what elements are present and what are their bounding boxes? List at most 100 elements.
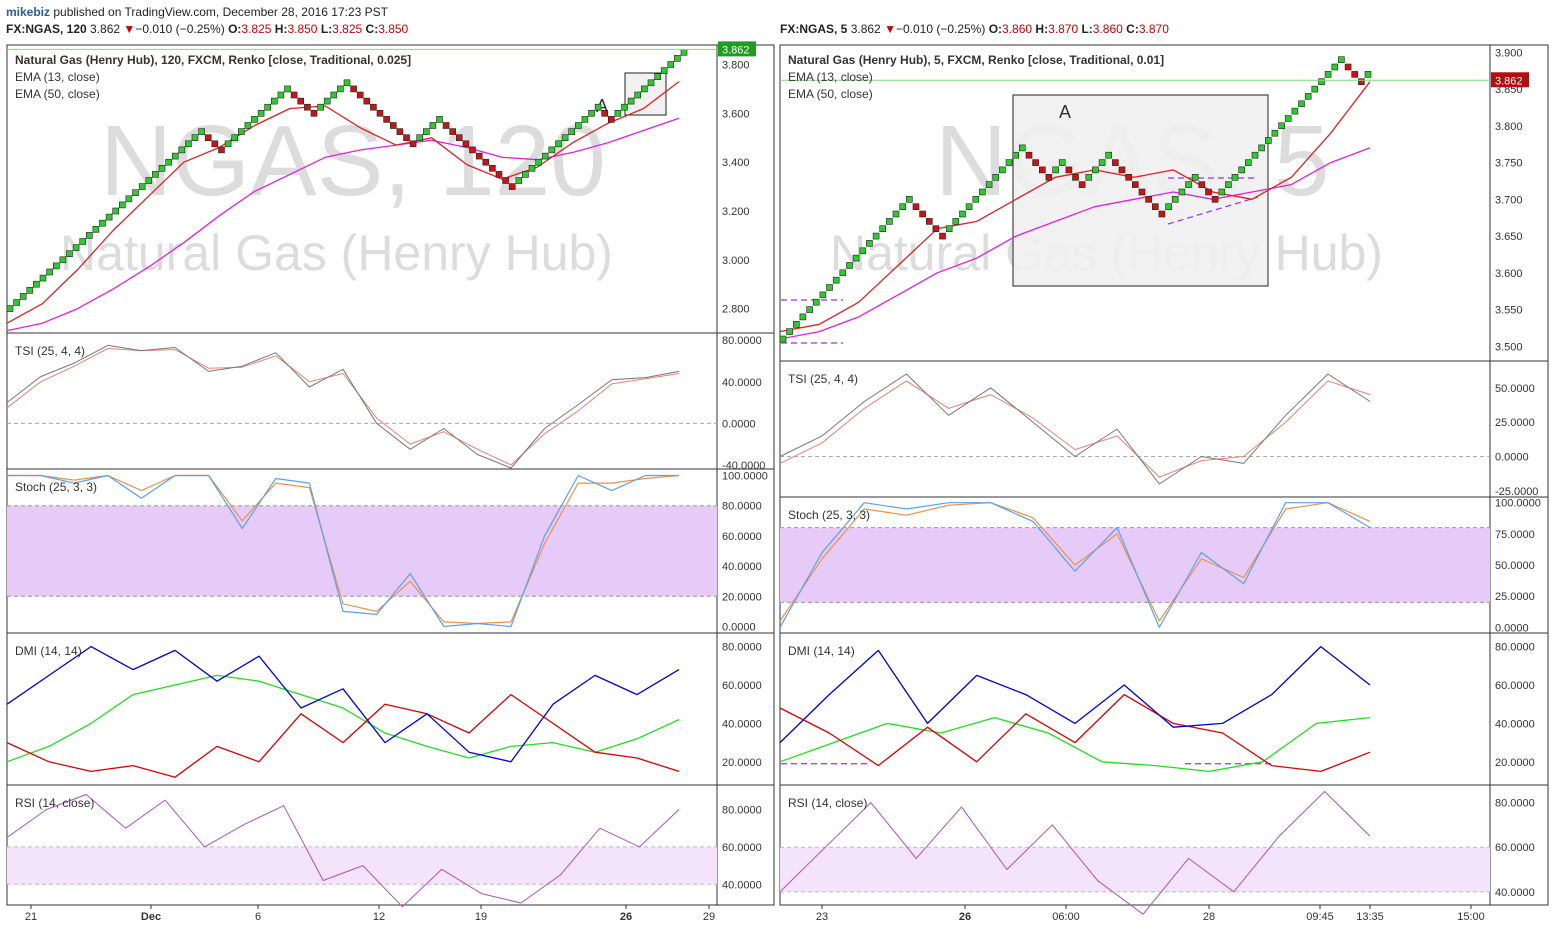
right-renko-brick <box>1258 144 1265 152</box>
right-renko-brick <box>1331 63 1339 71</box>
right-time-tick: 09:45 <box>1306 911 1334 923</box>
left-price-tick: 2.800 <box>722 304 750 316</box>
right-open: 3.860 <box>1002 22 1033 36</box>
right-renko-brick <box>972 196 980 203</box>
right-renko-brick <box>1125 174 1132 181</box>
left-stoch-tick: 0.0000 <box>722 621 756 633</box>
right-tsi-tick: -25.0000 <box>1495 486 1538 498</box>
right-renko-brick <box>1052 166 1059 174</box>
right-renko-brick <box>1304 93 1312 100</box>
left-ema13-label: EMA (13, close) <box>15 70 100 84</box>
left-renko-brick <box>416 134 424 141</box>
right-symbol[interactable]: FX:NGAS, 5 <box>780 22 848 36</box>
right-renko-brick <box>1032 159 1039 166</box>
left-stoch-label: Stoch (25, 3, 3) <box>15 480 97 494</box>
right-renko-brick <box>1205 188 1212 196</box>
left-renko-brick <box>86 232 93 239</box>
right-time-tick: 26 <box>959 911 971 923</box>
left-renko-brick <box>541 152 549 160</box>
left-renko-brick <box>297 97 305 105</box>
left-renko-brick <box>429 122 437 129</box>
left-renko-brick <box>337 85 344 93</box>
left-time-tick: 6 <box>255 911 261 923</box>
left-renko-brick <box>132 189 139 196</box>
left-renko-brick <box>356 91 364 99</box>
left-price-tick: 3.400 <box>722 157 750 169</box>
left-tsi-pane: 80.0000 40.0000 0.0000 -40.0000 TSI (25, 4, … <box>6 335 765 472</box>
right-tsi-pane: 50.0000 25.0000 0.0000 -25.0000 TSI (25, 4, … <box>779 372 1538 498</box>
left-h-label: H: <box>274 22 288 36</box>
right-renko-brick <box>1065 166 1073 174</box>
left-renko-brick <box>26 286 34 294</box>
left-renko-brick <box>489 165 496 172</box>
left-renko-brick <box>270 97 278 105</box>
right-close: 3.870 <box>1138 22 1169 36</box>
left-renko-brick <box>607 116 615 123</box>
right-rsi-pane: 80.0000 60.0000 40.0000 RSI (14, close) <box>779 791 1535 915</box>
right-renko-brick <box>905 196 913 203</box>
right-stoch-tick: 50.0000 <box>1495 560 1535 572</box>
left-tsi-signal-line <box>6 348 680 466</box>
left-stoch-tick: 60.0000 <box>722 531 762 543</box>
left-renko-brick <box>33 280 40 288</box>
right-price-tick: 3.650 <box>1495 231 1523 243</box>
right-time-tick: 13:35 <box>1356 911 1384 923</box>
left-renko-brick <box>238 128 245 135</box>
right-tsi-signal-line <box>779 380 1371 478</box>
right-l-label: L: <box>1081 22 1093 36</box>
left-renko-brick <box>594 103 602 111</box>
right-price-tick: 3.900 <box>1495 47 1523 59</box>
publisher-user-link[interactable]: mikebiz <box>6 5 51 19</box>
right-renko-brick <box>779 335 787 343</box>
right-renko-brick <box>1012 151 1020 159</box>
left-renko-brick <box>264 103 272 111</box>
left-renko-brick <box>376 110 384 117</box>
right-rsi-tick: 40.0000 <box>1495 887 1535 899</box>
right-renko-brick <box>1132 181 1139 188</box>
left-dmi-label: DMI (14, 14) <box>15 644 82 658</box>
left-renko-brick <box>105 213 113 221</box>
right-stoch-band <box>780 527 1490 603</box>
right-ema13-label: EMA (13, close) <box>788 70 873 84</box>
left-renko-brick <box>581 116 589 123</box>
right-stoch-d-line <box>779 502 1371 622</box>
right-renko-brick <box>1364 71 1372 78</box>
left-close: 3.850 <box>378 22 409 36</box>
left-last-price-badge <box>718 41 756 57</box>
right-renko-brick <box>1291 107 1299 115</box>
left-renko-brick <box>277 91 285 99</box>
right-renko-brick <box>925 218 933 225</box>
right-renko-brick <box>1338 56 1345 64</box>
left-renko-brick <box>19 293 27 300</box>
right-rsi-band <box>780 847 1490 892</box>
right-o-label: O: <box>988 22 1003 36</box>
left-stoch-d-line <box>7 474 680 625</box>
right-price-tick: 3.500 <box>1495 341 1523 353</box>
left-renko-brick <box>191 134 199 141</box>
left-renko-brick <box>508 183 516 190</box>
left-tsi-line <box>6 344 680 469</box>
right-renko-brick <box>1138 188 1146 196</box>
left-symbol[interactable]: FX:NGAS, 120 <box>6 22 87 36</box>
left-renko-brick <box>660 67 668 74</box>
right-renko-brick <box>892 210 900 218</box>
left-renko-brick <box>403 134 410 141</box>
left-renko-brick <box>152 171 159 178</box>
right-renko-brick <box>985 181 993 188</box>
left-renko-brick <box>502 177 509 184</box>
right-dmi-label: DMI (14, 14) <box>788 644 855 658</box>
right-adx-line <box>779 716 1371 773</box>
left-renko-brick <box>436 116 443 123</box>
right-ema13-line <box>779 81 1371 333</box>
down-arrow-icon: ▼ <box>123 22 136 36</box>
left-price-tick: 3.000 <box>722 255 750 267</box>
right-price-tick: 3.800 <box>1495 121 1523 133</box>
right-stoch-pane: 100.0000 75.0000 50.0000 25.0000 0.0000 Stoch… <box>779 498 1541 634</box>
left-renko-brick <box>304 103 311 111</box>
right-price-tick: 3.550 <box>1495 305 1523 317</box>
left-stoch-tick: 80.0000 <box>722 501 762 513</box>
right-renko-brick <box>1005 159 1013 166</box>
left-ema50-label: EMA (50, close) <box>15 87 100 101</box>
left-renko-brick <box>99 219 106 227</box>
